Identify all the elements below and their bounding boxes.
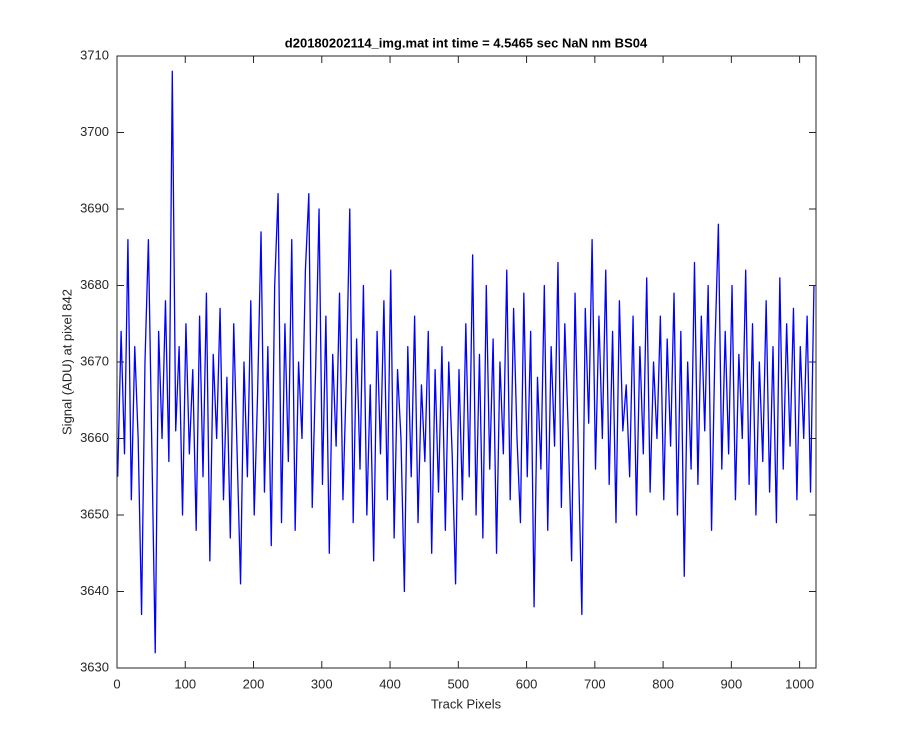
y-tick-label: 3690	[80, 200, 109, 215]
x-tick-label: 800	[652, 676, 674, 691]
x-axis-label: Track Pixels	[431, 696, 502, 711]
x-tick-label: 100	[174, 676, 196, 691]
y-tick-label: 3660	[80, 430, 109, 445]
chart-title: d20180202114_img.mat int time = 4.5465 s…	[285, 35, 648, 50]
y-tick-label: 3700	[80, 124, 109, 139]
y-axis-label: Signal (ADU) at pixel 842	[59, 289, 74, 435]
x-tick-label: 900	[721, 676, 743, 691]
y-tick-label: 3630	[80, 659, 109, 674]
y-tick-label: 3650	[80, 506, 109, 521]
y-tick-label: 3710	[80, 47, 109, 62]
x-tick-label: 500	[447, 676, 469, 691]
data-line	[117, 70, 815, 654]
x-tick-label: 1000	[785, 676, 814, 691]
x-tick-label: 400	[379, 676, 401, 691]
y-tick-label: 3680	[80, 277, 109, 292]
x-tick-label: 600	[516, 676, 538, 691]
y-tick-label: 3640	[80, 583, 109, 598]
x-tick-label: 700	[584, 676, 606, 691]
y-tick-label: 3670	[80, 353, 109, 368]
x-tick-label: 0	[113, 676, 120, 691]
x-tick-label: 300	[311, 676, 333, 691]
x-tick-label: 200	[243, 676, 265, 691]
